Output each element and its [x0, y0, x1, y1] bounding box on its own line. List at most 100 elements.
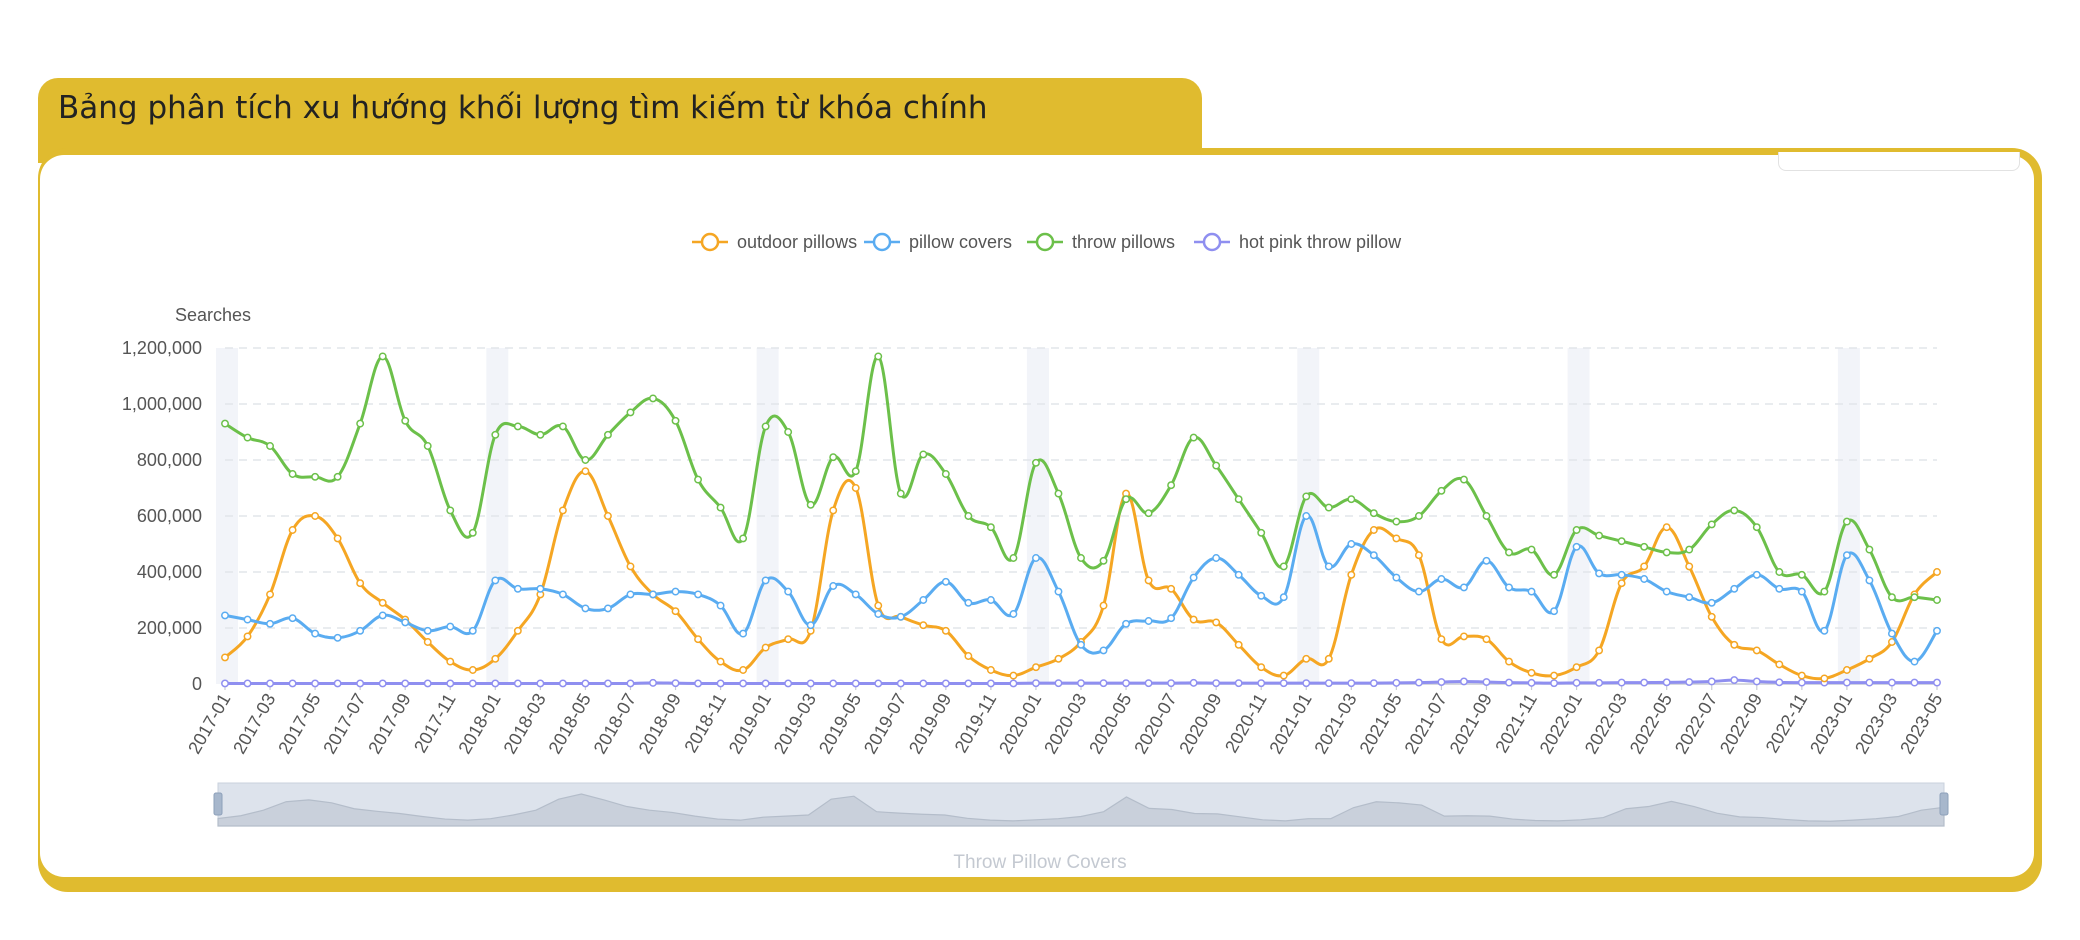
- y-tick-label: 600,000: [137, 506, 202, 526]
- data-point: [1122, 495, 1131, 504]
- data-point: [1414, 678, 1423, 687]
- legend-item[interactable]: outdoor pillows: [692, 232, 857, 252]
- data-point: [739, 679, 748, 688]
- legend-item[interactable]: throw pillows: [1027, 232, 1175, 252]
- zoom-handle[interactable]: [213, 792, 223, 816]
- x-tick-label: 2020-11: [1221, 690, 1271, 756]
- data-point: [1054, 489, 1063, 498]
- data-point: [333, 679, 342, 688]
- data-point: [423, 442, 432, 450]
- x-tick-label: 2022-05: [1626, 690, 1676, 757]
- data-point: [311, 679, 320, 688]
- data-point: [1189, 615, 1198, 624]
- data-point: [1167, 481, 1176, 490]
- data-point: [1797, 671, 1806, 680]
- data-point: [1752, 523, 1761, 532]
- legend-marker: [700, 232, 720, 252]
- data-point: [1279, 671, 1288, 680]
- data-point: [356, 626, 365, 635]
- data-point: [919, 679, 928, 688]
- chart-toolbox[interactable]: [1778, 152, 2020, 171]
- data-point: [1662, 587, 1671, 596]
- data-point: [1099, 601, 1108, 610]
- series-pillow-covers: [221, 512, 1941, 666]
- data-point: [1347, 679, 1356, 688]
- data-point: [1550, 679, 1559, 688]
- data-point: [1144, 509, 1153, 518]
- data-point: [649, 394, 657, 403]
- data-point: [1752, 677, 1761, 686]
- data-point: [1189, 678, 1198, 687]
- data-point: [1797, 587, 1806, 596]
- data-point: [1234, 495, 1243, 504]
- zoom-preview: [217, 793, 1945, 827]
- data-point: [1865, 576, 1874, 585]
- data-point: [266, 590, 275, 599]
- x-tick-label: 2022-03: [1581, 690, 1631, 757]
- data-point: [1775, 584, 1784, 593]
- data-point: [919, 621, 928, 630]
- data-point: [851, 590, 860, 599]
- data-point: [1707, 612, 1716, 621]
- data-point: [1099, 679, 1108, 688]
- data-point: [694, 679, 703, 688]
- data-point: [941, 626, 950, 635]
- data-point: [1617, 678, 1626, 687]
- data-point: [1347, 570, 1356, 579]
- data-point: [221, 679, 229, 688]
- data-point: [1775, 678, 1784, 687]
- data-point: [1234, 679, 1243, 688]
- data-point: [1054, 654, 1063, 663]
- data-point: [1752, 570, 1761, 579]
- data-point: [1933, 568, 1941, 576]
- zoom-handle[interactable]: [1939, 792, 1949, 816]
- data-point: [851, 484, 860, 492]
- data-point: [874, 601, 883, 610]
- data-point: [1662, 678, 1671, 687]
- data-point: [626, 590, 635, 599]
- data-point: [558, 590, 567, 599]
- data-point: [266, 442, 275, 450]
- data-point: [964, 652, 973, 660]
- data-point: [401, 679, 410, 688]
- data-point: [513, 679, 522, 688]
- legend-item[interactable]: pillow covers: [864, 232, 1012, 252]
- data-point: [1302, 492, 1311, 501]
- data-point: [378, 352, 387, 361]
- x-tick-label: 2022-07: [1671, 690, 1721, 757]
- x-tick-label: 2021-01: [1265, 690, 1315, 757]
- january-stripe: [1837, 348, 1860, 684]
- data-point: [266, 619, 275, 628]
- x-tick-label: 2017-05: [274, 690, 324, 757]
- data-point: [671, 679, 680, 688]
- data-point: [378, 679, 387, 688]
- data-point: [1054, 679, 1063, 688]
- data-point: [1572, 663, 1581, 672]
- data-point: [1797, 678, 1806, 687]
- data-point: [1842, 678, 1851, 687]
- x-tick-label: 2021-09: [1446, 690, 1496, 757]
- data-point: [964, 679, 973, 688]
- data-point: [1775, 660, 1784, 669]
- data-point: [378, 598, 387, 607]
- x-tick-label: 2021-11: [1491, 690, 1541, 756]
- data-point: [446, 506, 455, 515]
- data-point: [1009, 671, 1018, 680]
- data-point: [446, 622, 455, 631]
- series-lines: [221, 352, 1941, 688]
- x-tick-label: 2019-03: [770, 690, 820, 757]
- series-throw-pillows: [221, 352, 1941, 604]
- data-point: [1392, 534, 1401, 543]
- data-point: [1302, 512, 1311, 520]
- data-point: [1099, 646, 1108, 655]
- data-point: [401, 416, 410, 425]
- legend-item[interactable]: hot pink throw pillow: [1194, 232, 1402, 252]
- data-point: [919, 450, 928, 459]
- data-point: [1324, 503, 1333, 512]
- data-point: [356, 579, 365, 588]
- data-point: [1933, 626, 1941, 635]
- data-point: [1730, 584, 1739, 593]
- data-point: [1640, 542, 1649, 551]
- data-point: [1550, 671, 1559, 680]
- data-point: [1392, 573, 1401, 582]
